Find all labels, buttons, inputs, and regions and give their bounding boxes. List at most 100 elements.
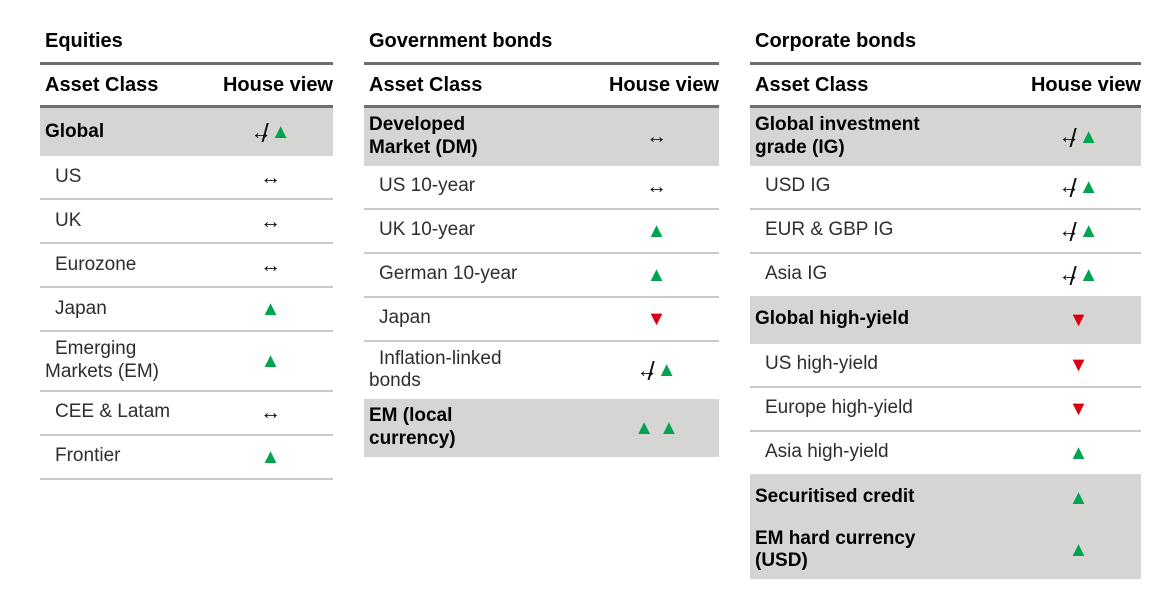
table-row: Global investment grade (IG) ↔ / ▲ bbox=[750, 108, 1141, 166]
neutral-arrow-icon: ↔ bbox=[260, 401, 281, 425]
down-triangle-icon: ▼ bbox=[1068, 353, 1089, 376]
corporate-bonds-table: Corporate bonds Asset Class House view Glob… bbox=[750, 30, 1141, 580]
house-view-cell: ↔ bbox=[594, 176, 719, 197]
asset-class-label: Frontier bbox=[55, 445, 121, 467]
table-row: EM (local currency) ▲ ▲ bbox=[364, 399, 719, 457]
neutral-arrow-icon: ↔ bbox=[260, 253, 281, 277]
house-view-cell: ▲ bbox=[208, 351, 333, 371]
house-view-cell: ↔ / ▲ bbox=[594, 357, 719, 384]
house-view-cell: ▲ ▲ bbox=[594, 418, 719, 438]
slash-icon: / bbox=[1069, 260, 1077, 291]
neutral-arrow-icon: ↔ bbox=[260, 165, 281, 189]
house-view-cell: ↔ / ▲ bbox=[1016, 124, 1141, 151]
table-row: Global high-yield ▼ bbox=[750, 295, 1141, 344]
table-row: Frontier ▲ bbox=[40, 436, 333, 480]
table-row: USD IG ↔ / ▲ bbox=[750, 166, 1141, 210]
up-triangle-icon: ▲ bbox=[260, 445, 281, 468]
table-row: German 10-year ▲ bbox=[364, 254, 719, 298]
up-triangle-icon: ▲ bbox=[260, 298, 281, 320]
asset-class-label: Europe high-yield bbox=[765, 397, 913, 419]
house-view-cell: ↔ bbox=[208, 402, 333, 423]
up-triangle-icon: ▲ bbox=[656, 359, 677, 382]
table-title: Corporate bonds bbox=[750, 30, 1141, 65]
government-bonds-table: Government bonds Asset Class House view Dev… bbox=[364, 30, 719, 457]
house-view-tables: Equities Asset Class House view Global ↔ / ▲ US… bbox=[40, 30, 1141, 580]
table-row: US high-yield ▼ bbox=[750, 344, 1141, 388]
slash-icon: / bbox=[261, 118, 269, 148]
up-triangle-icon: ▲ bbox=[646, 263, 667, 286]
slash-icon: / bbox=[1069, 216, 1077, 247]
table-row: Global ↔ / ▲ bbox=[40, 108, 333, 156]
asset-class-label: Emerging Markets (EM) bbox=[45, 338, 159, 382]
house-view-cell: ▼ bbox=[1016, 355, 1141, 375]
neutral-arrow-icon: ↔ bbox=[250, 120, 272, 144]
house-view-cell: ▼ bbox=[1016, 310, 1141, 330]
house-view-cell: ↔ / ▲ bbox=[208, 118, 333, 148]
up-triangle-icon: ▲ bbox=[1078, 263, 1099, 286]
house-view-cell: ▲ bbox=[594, 265, 719, 285]
table-header-row: Asset Class House view bbox=[750, 65, 1141, 108]
asset-class-label: Asia IG bbox=[765, 263, 828, 285]
up-triangle-icon: ▲ bbox=[1078, 125, 1099, 148]
table-row: Asia IG ↔ / ▲ bbox=[750, 254, 1141, 296]
table-row: Europe high-yield ▼ bbox=[750, 388, 1141, 432]
asset-class-label: Inflation-linked bonds bbox=[369, 347, 502, 392]
table-title: Government bonds bbox=[364, 30, 719, 65]
table-title: Equities bbox=[40, 30, 333, 65]
house-view-cell: ↔ / ▲ bbox=[1016, 216, 1141, 247]
table-row: Eurozone ↔ bbox=[40, 244, 333, 288]
asset-class-label: Japan bbox=[55, 297, 107, 319]
up-triangle-icon: ▲ bbox=[1078, 219, 1099, 242]
up-triangle-icon: ▲ bbox=[646, 219, 667, 242]
up-triangle-icon: ▲ bbox=[260, 349, 281, 372]
asset-class-label: German 10-year bbox=[379, 263, 518, 285]
asset-class-column-header: Asset Class bbox=[45, 73, 159, 96]
house-view-cell: ▼ bbox=[1016, 399, 1141, 419]
asset-class-label: USD IG bbox=[765, 175, 831, 197]
asset-class-label: Japan bbox=[379, 307, 431, 329]
house-view-cell: ↔ bbox=[208, 211, 333, 232]
asset-class-label: Asia high-yield bbox=[765, 441, 889, 463]
house-view-cell: ▲ bbox=[1016, 540, 1141, 560]
neutral-arrow-icon: ↔ bbox=[1058, 175, 1080, 199]
asset-class-label: US high-yield bbox=[765, 353, 878, 375]
asset-class-label: EM hard currency (USD) bbox=[755, 527, 916, 572]
down-triangle-icon: ▼ bbox=[1068, 397, 1089, 420]
neutral-arrow-icon: ↔ bbox=[1058, 263, 1080, 287]
house-view-cell: ▼ bbox=[594, 309, 719, 329]
house-view-cell: ↔ / ▲ bbox=[1016, 172, 1141, 203]
asset-class-label: CEE & Latam bbox=[55, 401, 171, 423]
asset-class-label: UK 10-year bbox=[379, 219, 476, 241]
table-row: EUR & GBP IG ↔ / ▲ bbox=[750, 210, 1141, 254]
asset-class-column-header: Asset Class bbox=[369, 73, 483, 96]
table-header-row: Asset Class House view bbox=[40, 65, 333, 108]
house-view-cell: ▲ bbox=[208, 447, 333, 467]
neutral-arrow-icon: ↔ bbox=[1058, 219, 1080, 243]
up-triangle-icon: ▲ bbox=[634, 416, 654, 439]
slash-icon: / bbox=[1069, 172, 1077, 203]
house-view-column-header: House view bbox=[1030, 73, 1141, 96]
asset-class-label: US 10-year bbox=[379, 175, 476, 197]
table-header-row: Asset Class House view bbox=[364, 65, 719, 108]
table-row: Asia high-yield ▲ bbox=[750, 432, 1141, 474]
asset-class-label: EUR & GBP IG bbox=[765, 219, 894, 241]
asset-class-label: Securitised credit bbox=[755, 486, 915, 508]
asset-class-column-header: Asset Class bbox=[755, 73, 869, 96]
neutral-arrow-icon: ↔ bbox=[636, 358, 658, 382]
up-triangle-icon: ▲ bbox=[1068, 441, 1089, 464]
neutral-arrow-icon: ↔ bbox=[1058, 125, 1080, 149]
up-triangle-icon: ▲ bbox=[1068, 486, 1089, 509]
asset-class-label: US bbox=[55, 165, 82, 187]
table-row: Emerging Markets (EM) ▲ bbox=[40, 332, 333, 392]
asset-class-label: Eurozone bbox=[55, 253, 137, 275]
asset-class-label: Developed Market (DM) bbox=[369, 114, 478, 158]
table-row: UK 10-year ▲ bbox=[364, 210, 719, 254]
table-row: UK ↔ bbox=[40, 200, 333, 244]
asset-class-label: Global bbox=[45, 120, 105, 142]
up-triangle-icon: ▲ bbox=[659, 416, 679, 439]
up-triangle-icon: ▲ bbox=[1078, 175, 1099, 198]
house-view-column-header: House view bbox=[222, 73, 333, 96]
table-row: Inflation-linked bonds ↔ / ▲ bbox=[364, 342, 719, 400]
house-view-cell: ↔ bbox=[208, 167, 333, 188]
house-view-cell: ▲ bbox=[1016, 488, 1141, 508]
